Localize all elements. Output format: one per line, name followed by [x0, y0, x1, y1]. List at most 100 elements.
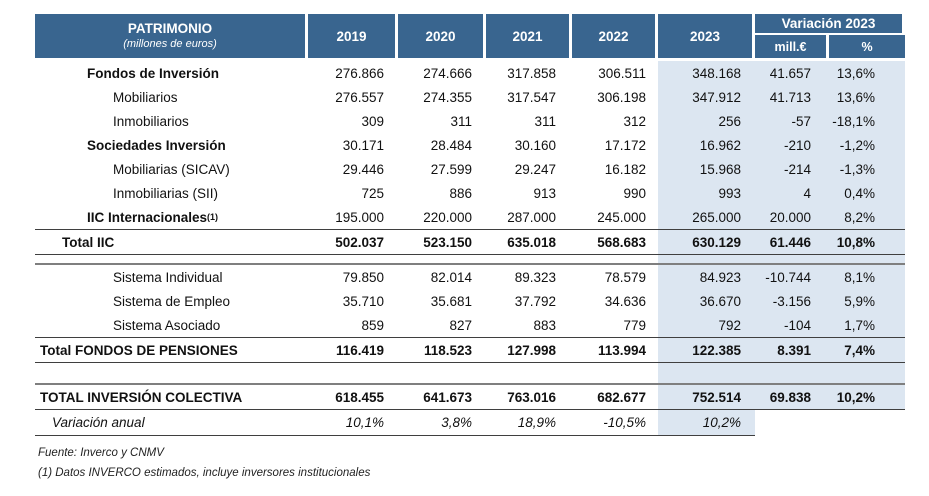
row-label: Mobiliarias (SICAV)	[113, 161, 230, 177]
cell-2019: 725	[361, 185, 384, 201]
table-row: Total IIC 502.037 523.150 635.018 568.683 630…	[35, 229, 905, 255]
footnote-source: Fuente: Inverco y CNMV	[38, 447, 164, 459]
header-patrimonio: PATRIMONIO (millones de euros)	[35, 14, 308, 58]
table-row: Fondos de Inversión 276.866 274.666 317.858…	[35, 61, 905, 85]
cell-percent: -1,3%	[829, 157, 905, 181]
cell-2022: 17.172	[604, 137, 646, 153]
cell-mill-eur: -10.744	[755, 265, 829, 289]
table-subtitle: (millones de euros)	[123, 37, 217, 50]
cell-2023: 10,2%	[658, 410, 755, 436]
cell-mill-eur: 69.838	[755, 385, 829, 409]
cell-2021: 287.000	[507, 209, 556, 225]
spacer-cell	[829, 255, 905, 263]
spacer-cell	[398, 255, 486, 263]
cell-2020: 641.673	[423, 389, 472, 405]
cell-2022: 113.994	[597, 342, 646, 358]
cell-2021: 29.247	[514, 161, 556, 177]
cell-2020: 274.355	[423, 89, 472, 105]
cell-mill-eur: -104	[755, 313, 829, 337]
cell-mill-eur: 41.657	[755, 61, 829, 85]
row-label: Inmobiliarios	[113, 113, 189, 129]
cell-2022: 568.683	[597, 234, 646, 250]
spacer-cell	[486, 255, 572, 263]
cell-2022: 312	[623, 113, 646, 129]
cell-2020: 523.150	[423, 234, 472, 250]
row-label: Sociedades Inversión	[87, 137, 226, 153]
cell-mill-eur: 8.391	[755, 338, 829, 362]
cell-percent: -1,2%	[829, 133, 905, 157]
cell-2023: 36.670	[658, 289, 755, 313]
table-title: PATRIMONIO	[127, 20, 213, 36]
spacer-cell	[572, 255, 658, 263]
cell-2022: 34.636	[604, 293, 646, 309]
cell-2019: 30.171	[342, 137, 384, 153]
header-variacion-2023: Variación 2023	[755, 14, 905, 35]
cell-mill-eur: 4	[755, 181, 829, 205]
cell-mill-eur	[755, 410, 829, 436]
table-row: Inmobiliarios 309 311 311 312 256 -57 -18,1%	[35, 109, 905, 133]
cell-2023: 993	[658, 181, 755, 205]
row-label: Total IIC	[62, 234, 115, 250]
cell-2020: 118.523	[423, 342, 472, 358]
row-label: IIC Internacionales (1)	[87, 209, 219, 225]
patrimonio-table: PATRIMONIO (millones de euros) 2019 2020…	[35, 14, 905, 483]
cell-mill-eur: -57	[755, 109, 829, 133]
cell-2022: 245.000	[597, 209, 646, 225]
cell-2023: 792	[658, 313, 755, 337]
cell-2019: 309	[361, 113, 384, 129]
cell-2023: 15.968	[658, 157, 755, 181]
spacer-cell	[398, 363, 486, 383]
cell-percent	[829, 410, 905, 436]
cell-percent: -18,1%	[829, 109, 905, 133]
cell-2022: 682.677	[597, 389, 646, 405]
cell-2020: 35.681	[430, 293, 472, 309]
cell-2022: -10,5%	[572, 410, 658, 436]
cell-mill-eur: 61.446	[755, 230, 829, 254]
cell-2019: 35.710	[342, 293, 384, 309]
table-row: Mobiliarias (SICAV) 29.446 27.599 29.247 16.…	[35, 157, 905, 181]
section-divider	[35, 383, 905, 385]
cell-percent: 0,4%	[829, 181, 905, 205]
spacer-row	[35, 363, 905, 383]
spacer-cell	[486, 363, 572, 383]
spacer-cell	[658, 363, 755, 383]
cell-2021: 37.792	[514, 293, 556, 309]
cell-2022: 779	[623, 317, 646, 333]
spacer-cell	[572, 363, 658, 383]
spacer-cell	[35, 363, 308, 383]
cell-percent: 5,9%	[829, 289, 905, 313]
cell-2022: 306.511	[598, 65, 646, 81]
spacer-cell	[308, 363, 398, 383]
row-label: Mobiliarios	[113, 89, 178, 105]
cell-2019: 10,1%	[308, 410, 398, 436]
table-row: Inmobiliarias (SII) 725 886 913 990 993 4 0,4%	[35, 181, 905, 205]
cell-percent: 7,4%	[829, 338, 905, 362]
cell-2023: 752.514	[658, 385, 755, 409]
cell-mill-eur: -3.156	[755, 289, 829, 313]
cell-2020: 82.014	[430, 269, 472, 285]
spacer-cell	[658, 255, 755, 263]
cell-2022: 306.198	[597, 89, 646, 105]
cell-percent: 8,2%	[829, 205, 905, 229]
cell-2021: 883	[533, 317, 556, 333]
header-year-2022: 2022	[572, 14, 658, 58]
table-row: Sistema Individual 79.850 82.014 89.323 78.5…	[35, 265, 905, 289]
cell-2021: 127.998	[507, 342, 556, 358]
cell-2021: 30.160	[514, 137, 556, 153]
cell-2019: 195.000	[335, 209, 384, 225]
row-label: Fondos de Inversión	[87, 65, 220, 81]
cell-2020: 220.000	[423, 209, 472, 225]
header-year-2020: 2020	[398, 14, 486, 58]
cell-2020: 27.599	[430, 161, 472, 177]
table-row: Sistema Asociado 859 827 883 779 792 -104 1,7%	[35, 313, 905, 337]
cell-mill-eur: 41.713	[755, 85, 829, 109]
cell-mill-eur: -214	[755, 157, 829, 181]
spacer-cell	[308, 255, 398, 263]
header-year-2021: 2021	[486, 14, 572, 58]
row-label: TOTAL INVERSIÓN COLECTIVA	[40, 389, 243, 405]
cell-2019: 276.557	[335, 89, 384, 105]
cell-2023: 630.129	[658, 230, 755, 254]
cell-2019: 276.866	[335, 65, 384, 81]
table-row: Sistema de Empleo 35.710 35.681 37.792 34.63…	[35, 289, 905, 313]
cell-2019: 29.446	[342, 161, 384, 177]
